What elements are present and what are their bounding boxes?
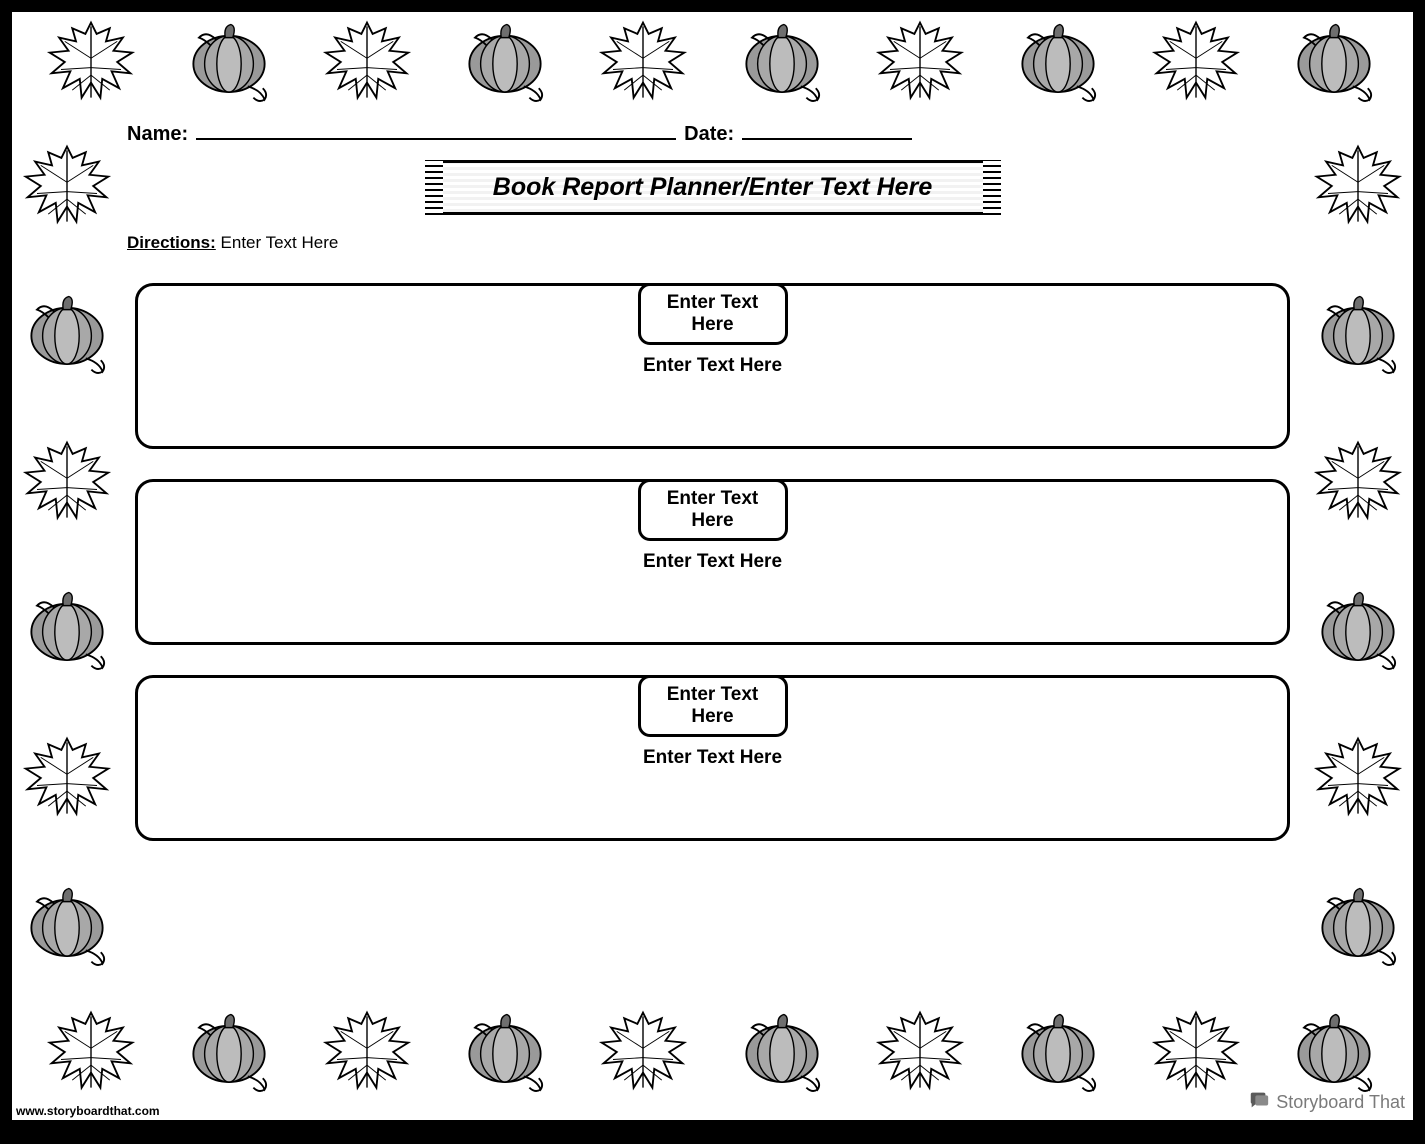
worksheet-page: Name: Date: Book Report Planner/Enter Te… bbox=[12, 12, 1413, 1120]
pumpkin-icon bbox=[179, 1007, 279, 1097]
leaf-icon bbox=[1146, 17, 1246, 107]
leaf-icon bbox=[870, 17, 970, 107]
section-2: Enter TextHereEnter Text Here bbox=[135, 479, 1290, 645]
pumpkin-icon bbox=[455, 17, 555, 107]
border-right bbox=[1303, 112, 1413, 1000]
border-left bbox=[12, 112, 122, 1000]
leaf-icon bbox=[593, 1007, 693, 1097]
leaf-icon bbox=[593, 17, 693, 107]
date-line[interactable] bbox=[742, 122, 912, 140]
leaf-icon bbox=[1308, 437, 1408, 527]
leaf-icon bbox=[1308, 733, 1408, 823]
pumpkin-icon bbox=[1284, 17, 1384, 107]
chat-icon bbox=[1248, 1089, 1270, 1116]
pumpkin-icon bbox=[1308, 881, 1408, 971]
pumpkin-icon bbox=[732, 17, 832, 107]
leaf-icon bbox=[870, 1007, 970, 1097]
leaf-icon bbox=[17, 141, 117, 231]
border-bottom bbox=[12, 1002, 1413, 1102]
title-banner: Book Report Planner/Enter Text Here bbox=[433, 160, 993, 215]
name-label: Name: bbox=[127, 123, 188, 146]
pumpkin-icon bbox=[1284, 1007, 1384, 1097]
pumpkin-icon bbox=[17, 585, 117, 675]
pumpkin-icon bbox=[17, 289, 117, 379]
directions-text[interactable]: Enter Text Here bbox=[221, 233, 339, 252]
content-area: Name: Date: Book Report Planner/Enter Te… bbox=[127, 122, 1298, 1000]
directions-label: Directions: bbox=[127, 233, 216, 252]
pumpkin-icon bbox=[1308, 289, 1408, 379]
section-tab[interactable]: Enter TextHere bbox=[638, 675, 788, 737]
pumpkin-icon bbox=[1308, 585, 1408, 675]
date-label: Date: bbox=[684, 123, 734, 146]
footer-logo-text: Storyboard That bbox=[1276, 1092, 1405, 1113]
page-title[interactable]: Book Report Planner/Enter Text Here bbox=[433, 160, 993, 215]
pumpkin-icon bbox=[455, 1007, 555, 1097]
border-top bbox=[12, 12, 1413, 112]
pumpkin-icon bbox=[17, 881, 117, 971]
section-1: Enter TextHereEnter Text Here bbox=[135, 283, 1290, 449]
leaf-icon bbox=[41, 1007, 141, 1097]
footer-url: www.storyboardthat.com bbox=[16, 1104, 160, 1118]
section-tab[interactable]: Enter TextHere bbox=[638, 283, 788, 345]
leaf-icon bbox=[17, 733, 117, 823]
leaf-icon bbox=[1146, 1007, 1246, 1097]
directions: Directions: Enter Text Here bbox=[127, 233, 1298, 253]
pumpkin-icon bbox=[732, 1007, 832, 1097]
leaf-icon bbox=[41, 17, 141, 107]
leaf-icon bbox=[1308, 141, 1408, 231]
leaf-icon bbox=[317, 1007, 417, 1097]
name-line[interactable] bbox=[196, 122, 676, 140]
pumpkin-icon bbox=[179, 17, 279, 107]
leaf-icon bbox=[317, 17, 417, 107]
leaf-icon bbox=[17, 437, 117, 527]
footer-logo: Storyboard That bbox=[1248, 1089, 1405, 1116]
pumpkin-icon bbox=[1008, 1007, 1108, 1097]
pumpkin-icon bbox=[1008, 17, 1108, 107]
section-3: Enter TextHereEnter Text Here bbox=[135, 675, 1290, 841]
sections-container: Enter TextHereEnter Text HereEnter TextH… bbox=[127, 283, 1298, 841]
section-tab[interactable]: Enter TextHere bbox=[638, 479, 788, 541]
name-date-row: Name: Date: bbox=[127, 122, 1298, 146]
